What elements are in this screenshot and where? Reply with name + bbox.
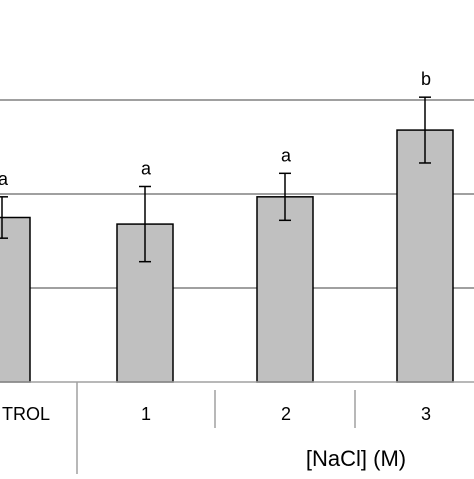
- significance-letter-layer: a a a b: [0, 69, 431, 189]
- bar-2: [256, 196, 314, 383]
- significance-letter-2: a: [281, 145, 292, 165]
- x-tick-label-3: 3: [421, 404, 431, 424]
- x-tick-label-2: 2: [281, 404, 291, 424]
- significance-letter-0: a: [0, 169, 9, 189]
- x-tick-label-1: 1: [141, 404, 151, 424]
- bar-layer: [0, 129, 454, 383]
- x-axis-group-label: [NaCl] (M): [306, 446, 406, 471]
- error-bar-layer: [0, 96, 431, 263]
- grid-layer: [0, 99, 474, 289]
- significance-letter-3: b: [421, 69, 431, 89]
- x-tick-label-0: TROL: [2, 404, 50, 424]
- significance-letter-1: a: [141, 158, 152, 178]
- x-axis: TROL 1 2 3: [0, 381, 474, 474]
- bar-3: [396, 129, 454, 383]
- bar-0: [0, 216, 31, 383]
